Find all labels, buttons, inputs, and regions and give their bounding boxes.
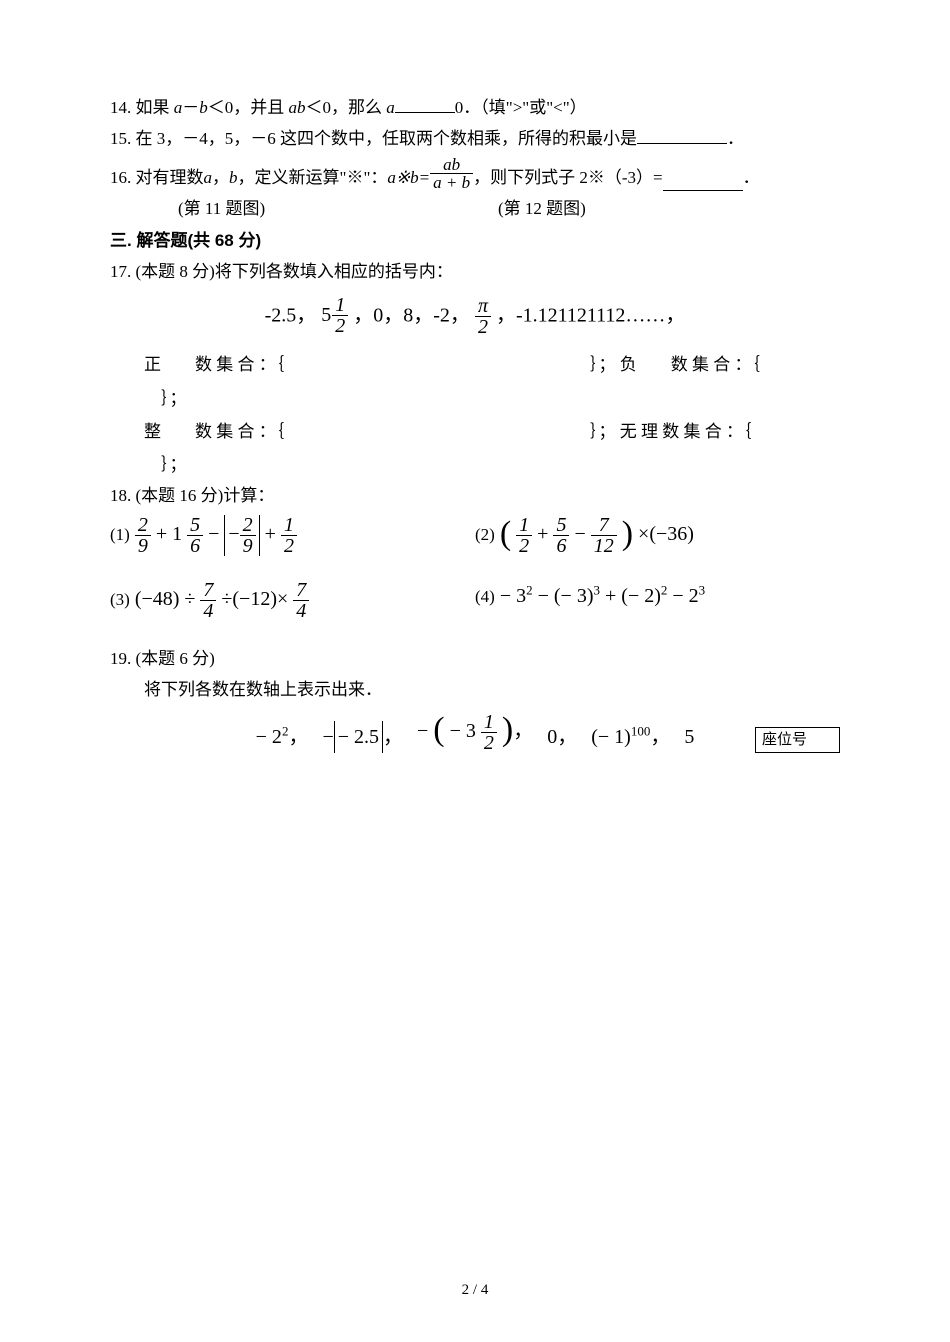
q15: 15. 在 3，－4，5，－6 这四个数中，任取两个数相乘，所得的积最小是． <box>110 125 840 152</box>
var-a: a <box>174 98 183 117</box>
q19-i3: − ( − 3 12 )， <box>417 712 533 753</box>
q19-sub: 将下列各数在数轴上表示出来． <box>110 676 840 703</box>
irr-set-close: ｝； <box>110 451 840 478</box>
q18-2: (2) ( 12 + 56 − 712 ) ×(−36) <box>475 515 840 556</box>
integer-set-row: 整 数 集 合 ：｛ ｝； 无 理 数 集 合 ：｛ <box>110 418 840 445</box>
seat-number-box: 座位号 <box>755 727 840 753</box>
q18-4-expr: − 32 − (− 3)3 + (− 2)2 − 23 <box>500 585 705 607</box>
caption-12: (第 12 题图) <box>498 195 586 222</box>
q18-row1: (1) 29 + 1 56 − −29 + 12 (2) ( 12 + 56 −… <box>110 515 840 556</box>
abs-block: −29 <box>224 515 259 556</box>
q16-blank <box>663 173 743 192</box>
q18-header: 18. (本题 16 分)计算： <box>110 482 840 509</box>
q19-i6: 5 <box>684 721 694 753</box>
q18-row2: (3) (−48) ÷ 74 ÷(−12)× 74 (4) − 32 − (− … <box>110 580 840 621</box>
q18-3: (3) (−48) ÷ 74 ÷(−12)× 74 <box>110 580 475 621</box>
q14: 14. 如果 a－b＜0，并且 ab＜0，那么 a0．（填">"或"<"） <box>110 94 840 121</box>
q15-blank <box>637 126 727 145</box>
page-number: 2 / 4 <box>0 1278 950 1302</box>
q19-number-list: − 22， −− 2.5， − ( − 3 12 )， 0， (− 1)100，… <box>110 712 840 753</box>
q16-fraction: ab a + b <box>430 156 473 191</box>
q14-prefix: 14. 如果 <box>110 98 174 117</box>
q19-header: 19. (本题 6 分) <box>110 645 840 672</box>
positive-set-row: 正 数 集 合 ：｛ ｝； 负 数 集 合 ：｛ <box>110 351 840 378</box>
var-b: b <box>199 98 208 117</box>
q16: 16. 对有理数 a，b，定义新运算"※"：a※b= ab a + b ，则下列… <box>110 156 840 191</box>
var-ab: ab <box>289 98 306 117</box>
q17-header: 17. (本题 8 分)将下列各数填入相应的括号内： <box>110 258 840 285</box>
mixed-5-half: 5 12 <box>321 295 348 336</box>
q19-i4: 0， <box>547 721 577 753</box>
q18-4: (4) − 32 − (− 3)3 + (− 2)2 − 23 <box>475 580 840 621</box>
q19-i5: (− 1)100， <box>591 721 670 753</box>
neg-set-close: ｝； <box>110 385 840 412</box>
figure-captions: (第 11 题图) (第 12 题图) <box>110 195 840 222</box>
q18-1: (1) 29 + 1 56 − −29 + 12 <box>110 515 475 556</box>
q17-numbers: -2.5， 5 12 ，0，8，-2， π 2 ，-1.121121112……， <box>110 295 840 337</box>
q19-i2: −− 2.5， <box>322 721 403 753</box>
q19-i1: − 22， <box>256 721 309 753</box>
pi-over-2: π 2 <box>475 296 491 337</box>
q14-blank <box>395 94 455 113</box>
section-3-header: 三. 解答题(共 68 分) <box>110 227 840 254</box>
caption-11: (第 11 题图) <box>178 195 498 222</box>
